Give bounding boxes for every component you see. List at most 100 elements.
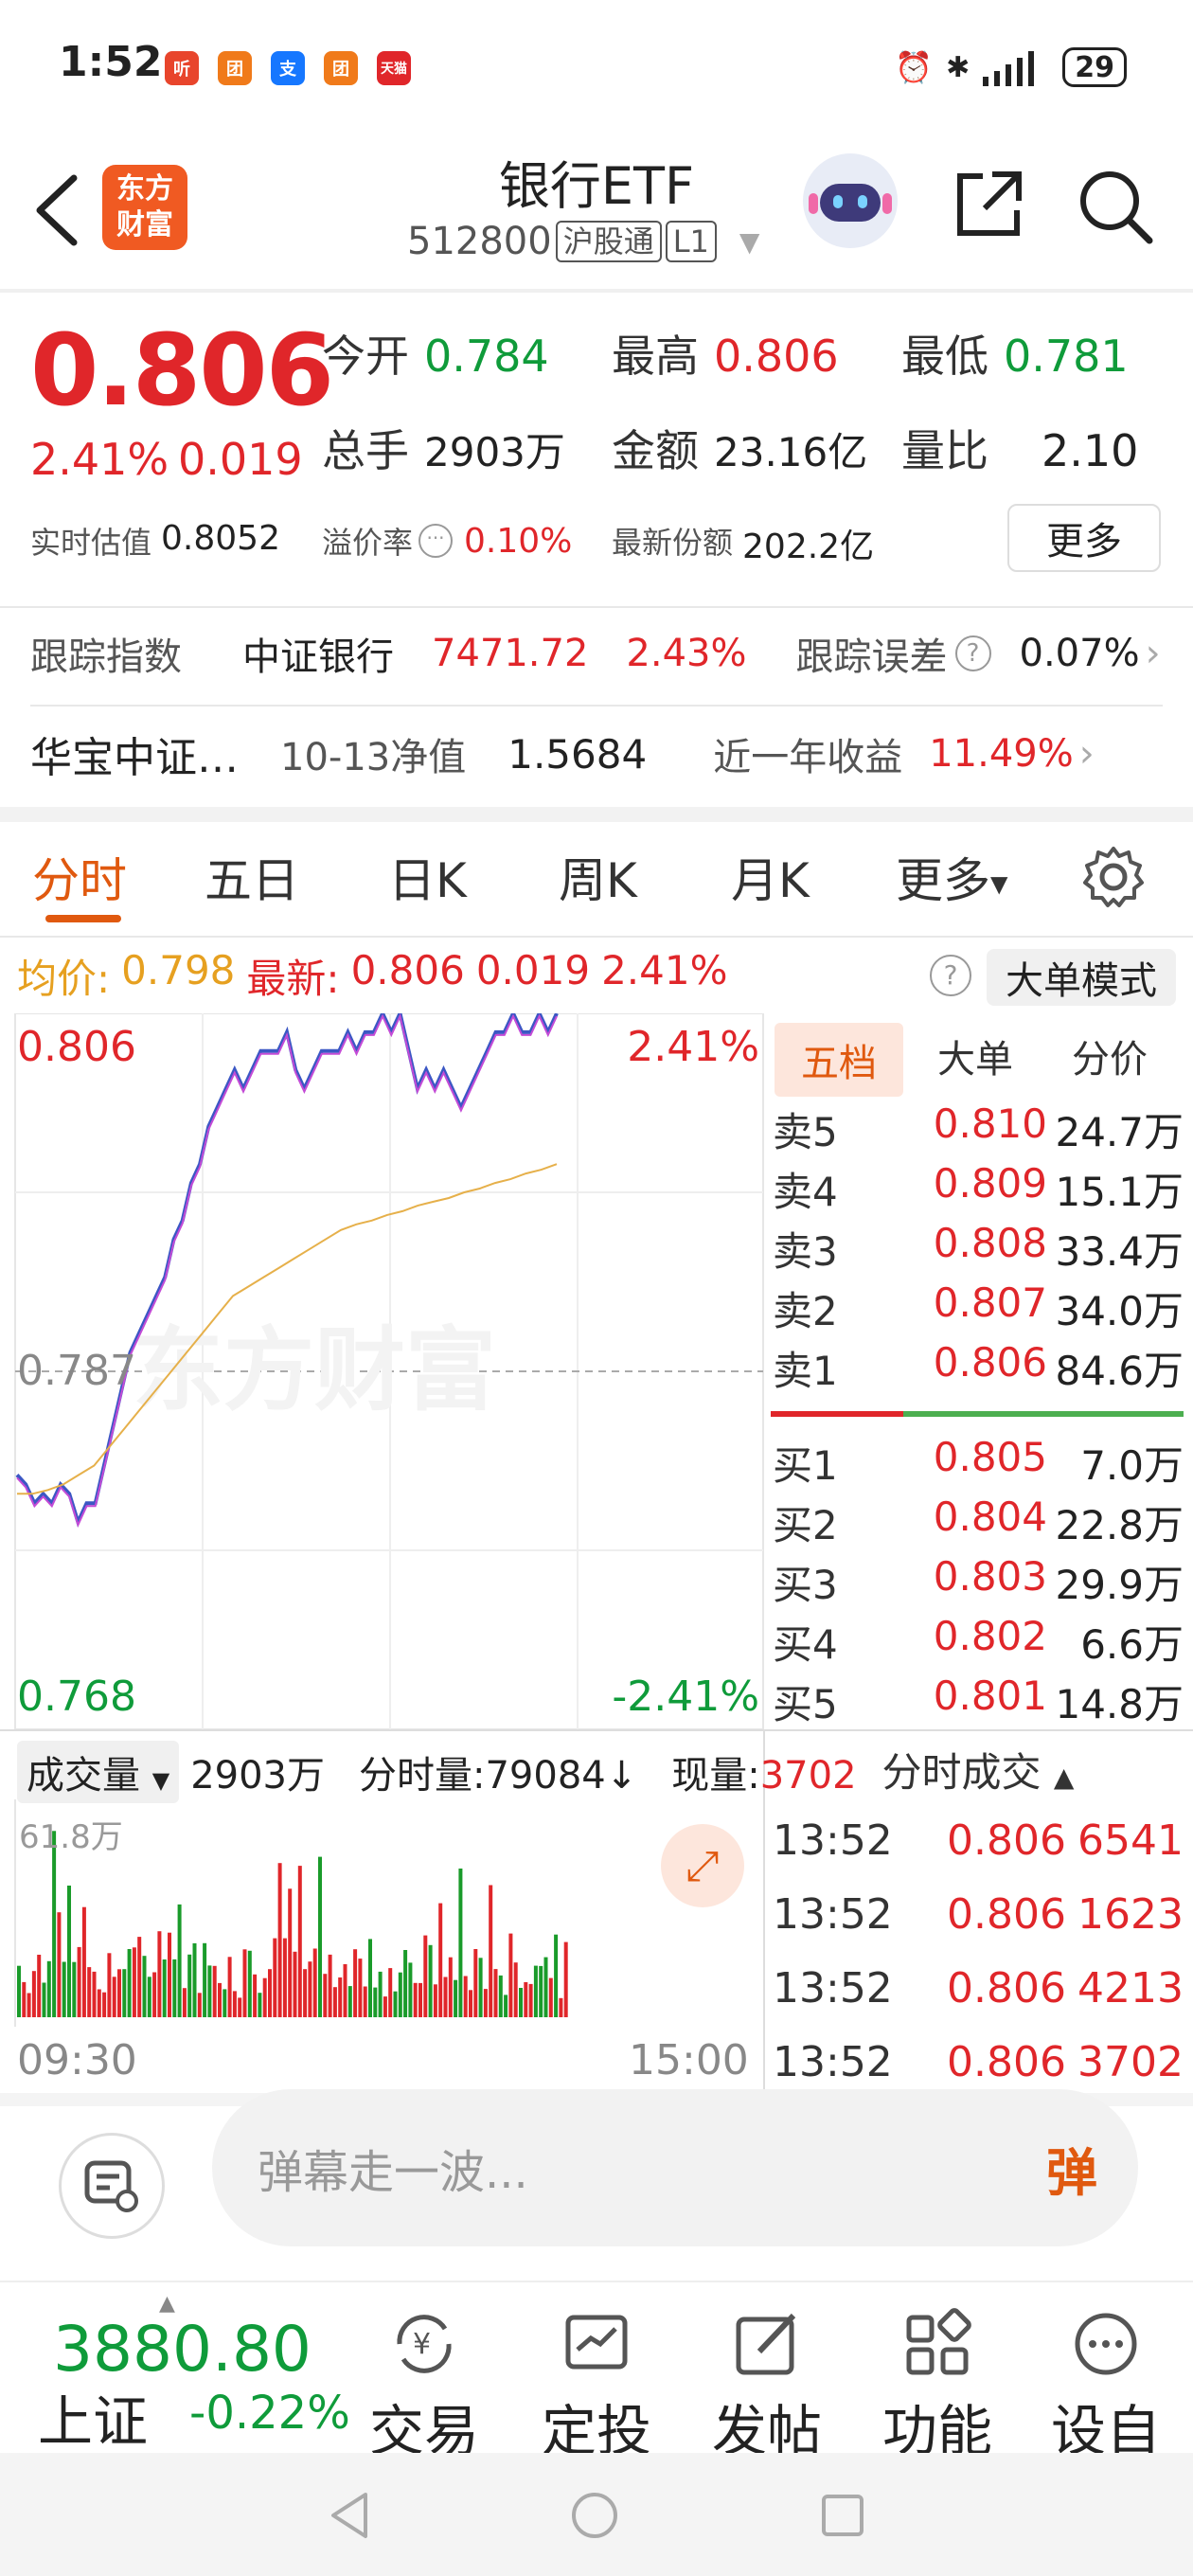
bid-level-row[interactable]: 买2 0.804 22.8万	[773, 1494, 1184, 1551]
volume-bar	[27, 1993, 31, 2017]
help-icon[interactable]: ?	[954, 635, 991, 671]
volume-bar	[343, 1964, 347, 2017]
danmu-settings-icon[interactable]	[59, 2133, 165, 2239]
volume-chart	[14, 1799, 568, 2027]
volume-bar	[483, 1989, 488, 2017]
tab-five-day[interactable]: 五日	[205, 853, 299, 908]
volume-stat: 总手 2903万	[322, 425, 565, 476]
volume-bar	[293, 1951, 297, 2017]
caret-up-icon: ▲	[1053, 1762, 1075, 1793]
tick-time: 13:52	[773, 1890, 893, 1939]
sh-index-value[interactable]: 3880.80	[53, 2313, 312, 2386]
share-icon[interactable]	[951, 167, 1026, 242]
pct-axis-bottom-label: -2.41%	[612, 1673, 759, 1721]
nav-back-icon[interactable]	[322, 2487, 379, 2544]
expand-icon[interactable]: ⤢	[661, 1824, 744, 1907]
ticks-header[interactable]: 分时成交 ▲	[881, 1749, 1075, 1796]
volume-bar	[273, 1938, 277, 2017]
volume-bar	[338, 1977, 343, 2017]
divider-vertical	[763, 1729, 765, 2093]
ask-level-row[interactable]: 卖4 0.809 15.1万	[773, 1160, 1184, 1218]
nav-settings[interactable]: 设自	[1040, 2301, 1172, 2466]
volume-bar	[508, 1933, 513, 2017]
caret-up-icon: ▲	[159, 2292, 175, 2316]
bluetooth-icon: ✱	[946, 50, 970, 84]
tick-row[interactable]: 13:52 0.806 6541	[773, 1816, 1184, 1865]
sh-index-name[interactable]: 上证	[38, 2389, 149, 2454]
tick-row[interactable]: 13:52 0.806 1623	[773, 1890, 1184, 1939]
bid-level-label: 买2	[773, 1502, 838, 1548]
help-icon[interactable]: ?	[930, 955, 971, 996]
ask-level-row[interactable]: 卖2 0.807 34.0万	[773, 1279, 1184, 1337]
volume-bar	[393, 1991, 398, 2017]
tab-monthly-k[interactable]: 月K	[731, 853, 810, 908]
title-bar: 东方 财富 银行ETF 512800 沪股通 L1 ▼	[0, 133, 1193, 289]
tick-price: 0.806	[947, 1964, 1066, 2012]
volume-indicator-select[interactable]: 成交量 ▼	[17, 1741, 180, 1803]
tab-big-orders[interactable]: 大单	[937, 1038, 1013, 1082]
volume-bar	[408, 1962, 413, 2017]
ask-bid-divider-red	[771, 1411, 903, 1417]
tab-five-levels[interactable]: 五档	[775, 1023, 903, 1097]
volume-bar	[554, 1934, 559, 2017]
info-dots-icon[interactable]: ···	[418, 524, 454, 558]
tracking-index-row[interactable]: 跟踪指数 中证银行 7471.72 2.43% 跟踪误差 ? 0.07% ›	[30, 625, 1176, 682]
tracking-index-value: 7471.72	[432, 632, 589, 675]
nav-home-icon[interactable]	[566, 2487, 623, 2544]
more-dots-icon	[1075, 2313, 1137, 2375]
nav-trade[interactable]: ¥ 交易	[358, 2301, 490, 2466]
edit-post-icon	[736, 2313, 796, 2375]
nav-recents-icon[interactable]	[814, 2487, 871, 2544]
volume-bar	[72, 1961, 77, 2017]
nav-functions[interactable]: 功能	[871, 2301, 1004, 2466]
tab-daily-k[interactable]: 日K	[388, 853, 467, 908]
security-code-row[interactable]: 512800 沪股通 L1 ▼	[407, 220, 759, 263]
intraday-chart[interactable]: 东方财富	[0, 1013, 767, 1733]
settings-gear-icon[interactable]	[1079, 843, 1148, 911]
bid-level-label: 买5	[773, 1681, 838, 1727]
volume-bar	[207, 1965, 212, 2017]
tab-weekly-k[interactable]: 周K	[559, 853, 637, 908]
ask-level-row[interactable]: 卖1 0.806 84.6万	[773, 1339, 1184, 1397]
volume-bar	[519, 1988, 523, 2017]
bid-level-row[interactable]: 买1 0.805 7.0万	[773, 1434, 1184, 1492]
tick-row[interactable]: 13:52 0.806 4213	[773, 1964, 1184, 2012]
total-volume: 2903万	[190, 1754, 325, 1798]
nav-post[interactable]: 发帖	[701, 2301, 833, 2466]
volume-bar	[378, 1971, 383, 2017]
tick-price: 0.806	[947, 1890, 1066, 1939]
bid-level-volume: 29.9万	[1055, 1562, 1184, 1608]
ask-level-label: 卖3	[773, 1228, 838, 1275]
volume-bar	[433, 1984, 437, 2017]
tab-more[interactable]: 更多▼	[896, 853, 1008, 908]
tick-row[interactable]: 13:52 0.806 3702	[773, 2038, 1184, 2086]
y-axis-mid-label: 0.787	[17, 1347, 136, 1395]
tab-intraday[interactable]: 分时	[32, 853, 127, 908]
nav-auto-invest[interactable]: 定投	[530, 2301, 663, 2466]
assistant-robot-icon[interactable]	[803, 153, 898, 248]
volume-bar	[152, 1972, 157, 2017]
chart-watermark: 东方财富	[133, 1317, 496, 1423]
fund-info-row[interactable]: 华宝中证… 10-13净值 1.5684 近一年收益 11.49% ›	[30, 725, 1176, 783]
tick-time: 13:52	[773, 1964, 893, 2012]
more-stats-button[interactable]: 更多	[1007, 504, 1161, 572]
bid-level-row[interactable]: 买4 0.802 6.6万	[773, 1613, 1184, 1671]
bid-level-row[interactable]: 买5 0.801 14.8万	[773, 1673, 1184, 1730]
sh-index-change[interactable]: -0.22%	[189, 2387, 350, 2440]
battery-indicator: 29	[1062, 47, 1127, 87]
bid-level-row[interactable]: 买3 0.803 29.9万	[773, 1553, 1184, 1611]
big-order-mode-button[interactable]: 大单模式	[987, 949, 1176, 1006]
open-stat: 今开 0.784	[322, 331, 549, 382]
volume-bar	[363, 1986, 367, 2017]
danmu-toggle-button[interactable]: 弹	[1006, 2089, 1138, 2246]
search-icon[interactable]	[1076, 167, 1155, 246]
tab-price-distribution[interactable]: 分价	[1072, 1038, 1148, 1082]
ask-level-price: 0.807	[933, 1279, 1047, 1326]
ask-level-row[interactable]: 卖5 0.810 24.7万	[773, 1100, 1184, 1158]
danmu-input[interactable]: 弹幕走一波...	[212, 2089, 1007, 2246]
back-arrow-icon[interactable]	[28, 172, 85, 248]
tracking-index-name: 中证银行	[242, 635, 394, 679]
volume-bar	[463, 1976, 468, 2017]
ask-level-row[interactable]: 卖3 0.808 33.4万	[773, 1220, 1184, 1278]
volume-bar	[473, 1949, 478, 2017]
